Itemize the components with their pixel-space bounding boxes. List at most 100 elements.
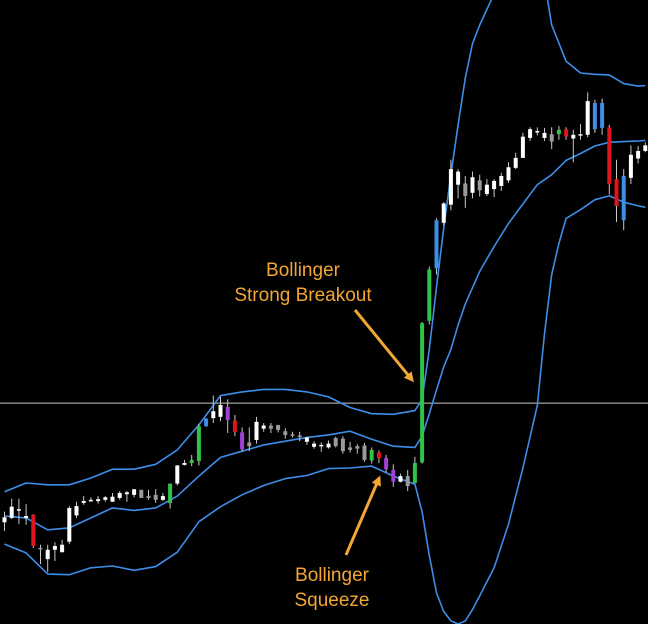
candle-body: [74, 506, 79, 516]
candle: [31, 514, 36, 548]
candle: [492, 179, 497, 198]
candle: [312, 441, 317, 449]
candle: [117, 491, 122, 500]
candle: [600, 98, 605, 135]
candle-body: [268, 425, 273, 429]
candle: [304, 436, 309, 445]
candle-body: [211, 411, 216, 419]
candle-body: [240, 432, 245, 450]
candle-body: [110, 496, 115, 502]
candle: [362, 443, 367, 462]
candle: [24, 504, 29, 525]
candle: [614, 159, 619, 223]
candle: [592, 99, 597, 133]
candle: [52, 542, 57, 561]
candle: [535, 127, 540, 136]
candle-body: [124, 492, 129, 495]
candle: [225, 399, 230, 434]
candle: [103, 496, 108, 502]
annotation-breakout-line1: Bollinger: [266, 260, 341, 281]
candle: [506, 162, 511, 183]
annotation-squeeze-arrow: [344, 475, 381, 556]
bollinger-bands: [4, 0, 646, 624]
candle: [571, 129, 576, 163]
candle: [542, 127, 547, 142]
candle-body: [549, 134, 554, 142]
candle: [564, 127, 569, 140]
candle-body: [182, 463, 187, 465]
candle-body: [585, 101, 590, 135]
candle: [427, 266, 432, 325]
candle-body: [16, 509, 21, 511]
candle-body: [160, 496, 165, 500]
candle: [528, 127, 533, 142]
candle: [434, 218, 439, 275]
candle: [513, 152, 518, 170]
candle: [420, 321, 425, 464]
candle: [477, 174, 482, 197]
candle: [441, 202, 446, 226]
candle-body: [340, 438, 345, 452]
candle: [189, 454, 194, 467]
candle: [139, 489, 144, 498]
candle-body: [384, 458, 389, 470]
candle: [384, 454, 389, 473]
candle: [585, 92, 590, 138]
candle-body: [297, 435, 302, 438]
candle: [405, 469, 410, 492]
candle: [254, 416, 259, 444]
candle: [484, 179, 489, 196]
candle: [204, 418, 209, 427]
candle: [16, 498, 21, 525]
annotation-squeeze-line2: Squeeze: [294, 590, 369, 611]
candle: [621, 169, 626, 231]
candle: [45, 544, 50, 573]
candle: [110, 492, 115, 502]
candle: [211, 395, 216, 424]
candle: [607, 124, 612, 195]
annotation-squeeze-line1: Bollinger: [295, 565, 370, 586]
candle: [376, 450, 381, 464]
candle: [175, 464, 180, 486]
candle-body: [571, 134, 576, 139]
candle: [240, 427, 245, 452]
candle-body: [232, 420, 237, 432]
candle-body: [578, 134, 583, 136]
candle-body: [398, 476, 403, 482]
candle-body: [499, 175, 504, 186]
annotation-squeeze: Bollinger Squeeze: [294, 475, 381, 611]
candle: [456, 169, 461, 199]
candle: [268, 423, 273, 434]
candle: [88, 497, 93, 502]
candle: [319, 442, 324, 452]
candle-body: [175, 465, 180, 484]
candle-body: [348, 447, 353, 450]
candle-body: [355, 446, 360, 449]
candle-body: [67, 507, 72, 542]
annotation-breakout: Bollinger Strong Breakout: [234, 260, 414, 383]
candle: [391, 464, 396, 487]
candle: [124, 491, 129, 502]
candle-body: [456, 171, 461, 185]
candle-body: [520, 136, 525, 158]
candle-body: [153, 494, 158, 500]
candle: [628, 145, 633, 185]
candle-body: [614, 179, 619, 206]
candle-body: [168, 483, 173, 503]
candle-body: [218, 404, 223, 417]
band-middle: [4, 139, 646, 531]
candle: [9, 498, 14, 520]
candle: [96, 496, 101, 504]
candle-body: [542, 132, 547, 138]
candle-body: [492, 180, 497, 190]
candle-body: [477, 180, 482, 191]
candle-body: [448, 169, 453, 205]
candle: [556, 126, 561, 140]
candle: [276, 424, 281, 433]
candle: [348, 441, 353, 453]
band-lower: [4, 195, 646, 624]
candle-body: [470, 177, 475, 193]
candle: [132, 489, 137, 498]
candle-body: [376, 452, 381, 459]
